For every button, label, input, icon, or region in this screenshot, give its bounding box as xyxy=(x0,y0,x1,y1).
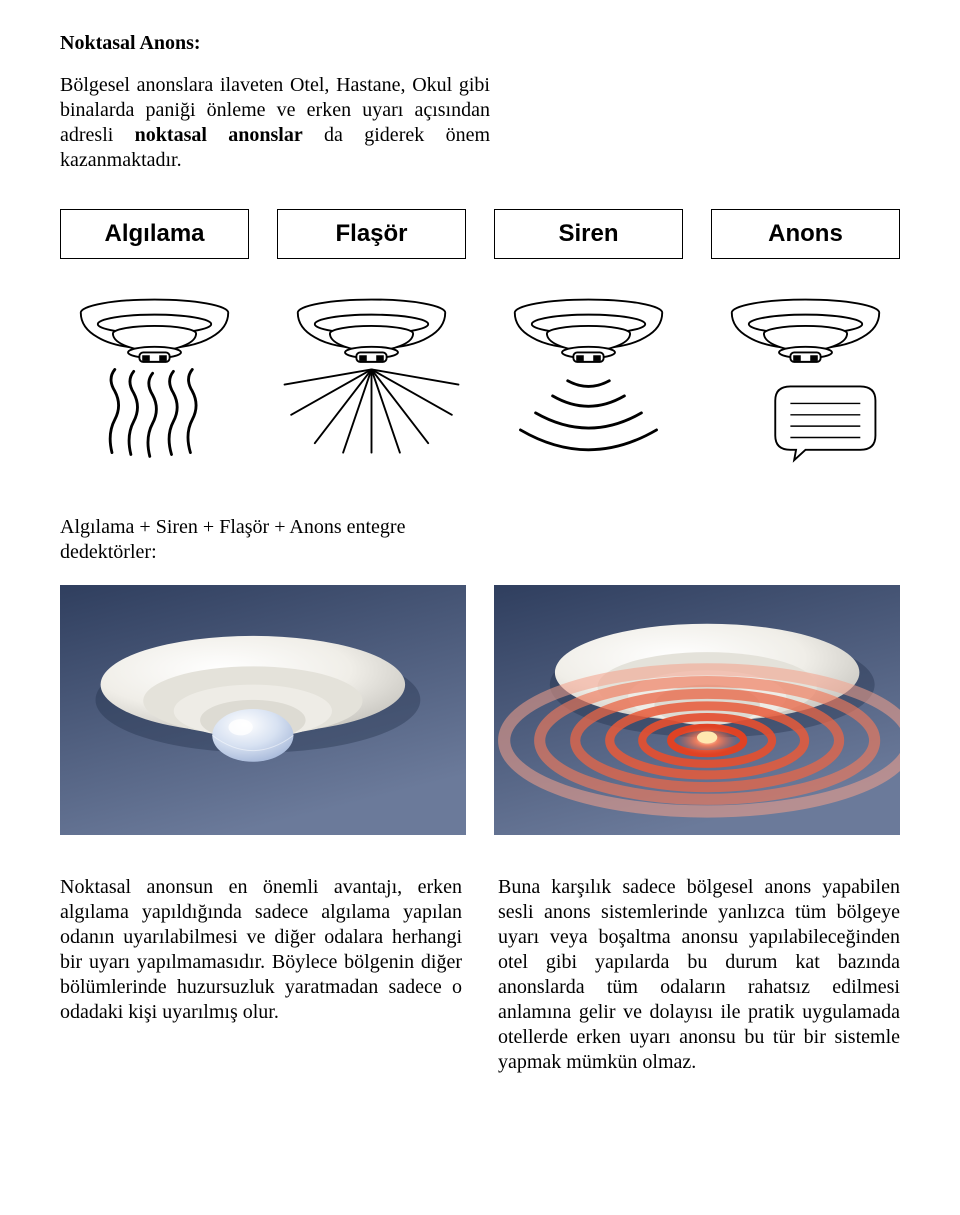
detector-smoke-icon xyxy=(60,287,249,467)
photo-strobe-detector xyxy=(60,585,466,835)
integrated-detectors-subhead: Algılama + Siren + Flaşör + Anons entegr… xyxy=(60,515,490,565)
label-boxes-row: Algılama Flaşör Siren Anons xyxy=(60,209,900,259)
label-box-algilama: Algılama xyxy=(60,209,249,259)
section-title: Noktasal Anons: xyxy=(60,32,900,55)
detector-icons-row xyxy=(60,287,900,467)
label-box-anons: Anons xyxy=(711,209,900,259)
intro-bold: noktasal anonslar xyxy=(135,124,303,146)
label-box-flasor: Flaşör xyxy=(277,209,466,259)
photo-row xyxy=(60,585,900,835)
detector-speech-icon xyxy=(711,287,900,467)
intro-paragraph: Bölgesel anonslara ilaveten Otel, Hastan… xyxy=(60,73,490,173)
detector-strobe-icon xyxy=(277,287,466,467)
body-columns: Noktasal anonsun en önemli avantajı, erk… xyxy=(60,875,900,1075)
photo-sounder-detector xyxy=(494,585,900,835)
right-column-text: Buna karşılık sadece bölgesel anons yapa… xyxy=(498,875,900,1075)
detector-sounder-icon xyxy=(494,287,683,467)
label-box-siren: Siren xyxy=(494,209,683,259)
left-column-text: Noktasal anonsun en önemli avantajı, erk… xyxy=(60,875,462,1075)
